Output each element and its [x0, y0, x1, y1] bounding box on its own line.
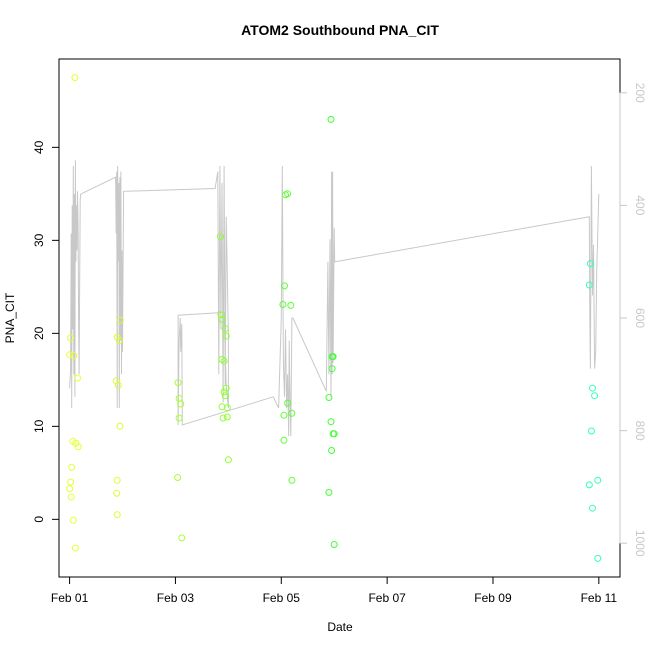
data-point-32 — [221, 325, 229, 333]
data-point-65 — [586, 260, 594, 268]
data-point-46 — [281, 282, 288, 290]
data-point-59 — [327, 418, 335, 426]
data-point-54 — [327, 115, 335, 123]
points-layer — [66, 74, 602, 562]
chart-title: ATOM2 Southbound PNA_CIT — [241, 22, 439, 38]
data-point-43 — [224, 456, 232, 464]
data-point-3 — [70, 352, 78, 360]
data-point-47 — [279, 301, 287, 308]
right-tick-label-2: 600 — [633, 308, 647, 328]
data-point-28 — [178, 534, 186, 542]
data-point-7 — [74, 443, 82, 451]
data-point-11 — [67, 493, 75, 501]
data-point-68 — [591, 392, 599, 400]
line-layer — [69, 160, 600, 437]
data-point-66 — [585, 281, 593, 289]
x-tick-label-3: Feb 07 — [368, 591, 406, 605]
right-tick-label-0: 200 — [633, 83, 647, 103]
data-point-30 — [217, 311, 225, 319]
data-point-42 — [223, 413, 231, 421]
data-point-14 — [116, 316, 124, 324]
data-point-40 — [223, 404, 231, 412]
data-point-12 — [69, 516, 77, 524]
right-tick-label-4: 1000 — [633, 530, 647, 557]
y-tick-label-0: 0 — [32, 516, 46, 523]
data-point-61 — [330, 430, 338, 438]
data-point-70 — [585, 481, 593, 489]
x-tick-label-2: Feb 05 — [263, 591, 301, 605]
data-point-16 — [115, 337, 123, 345]
data-point-39 — [218, 403, 226, 411]
data-point-33 — [222, 332, 230, 340]
data-point-24 — [175, 394, 183, 402]
data-point-57 — [328, 365, 336, 373]
data-point-73 — [594, 554, 602, 562]
data-point-63 — [325, 488, 333, 496]
data-point-29 — [216, 233, 224, 241]
data-point-23 — [174, 379, 182, 387]
data-point-18 — [114, 381, 122, 389]
data-point-64 — [330, 541, 338, 548]
x-tick-label-1: Feb 03 — [157, 591, 195, 605]
data-point-38 — [221, 392, 229, 400]
altitude-line — [69, 160, 600, 437]
y-tick-label-1: 10 — [32, 419, 46, 433]
data-point-72 — [589, 504, 596, 512]
data-point-1 — [67, 334, 75, 342]
data-point-20 — [113, 476, 121, 484]
data-point-51 — [280, 411, 288, 419]
right-axis: 200 400 600 800 1000 — [619, 83, 647, 557]
data-point-9 — [67, 478, 75, 486]
data-point-0 — [71, 74, 79, 82]
x-axis-label: Date — [327, 620, 353, 634]
x-tick-label-0: Feb 01 — [51, 591, 89, 605]
data-point-22 — [113, 511, 121, 519]
data-point-48 — [287, 301, 295, 309]
data-point-26 — [175, 414, 183, 422]
data-point-37 — [220, 388, 228, 396]
right-tick-label-3: 800 — [633, 421, 647, 441]
data-point-13 — [71, 544, 79, 552]
data-point-34 — [218, 355, 226, 363]
x-tick-label-5: Feb 11 — [581, 591, 618, 605]
data-point-71 — [594, 476, 602, 484]
y-axis-label: PNA_CIT — [3, 292, 17, 343]
data-point-58 — [325, 394, 333, 401]
y-tick-label-4: 40 — [32, 140, 46, 154]
data-point-53 — [288, 476, 296, 484]
data-point-41 — [219, 414, 227, 422]
data-point-69 — [587, 427, 595, 435]
data-point-25 — [177, 400, 185, 408]
y-tick-label-3: 30 — [32, 233, 46, 247]
x-tick-label-4: Feb 09 — [474, 591, 512, 605]
y-tick-label-2: 20 — [32, 326, 46, 340]
data-point-31 — [218, 315, 226, 323]
data-point-15 — [113, 333, 121, 341]
data-point-50 — [288, 409, 296, 417]
y-axis: 0 10 20 30 40 — [32, 140, 60, 523]
data-point-36 — [222, 384, 230, 392]
plot-frame — [58, 58, 621, 578]
data-point-49 — [284, 399, 292, 407]
data-point-45 — [284, 190, 292, 198]
data-point-35 — [220, 357, 228, 365]
data-point-10 — [66, 485, 74, 493]
data-point-21 — [113, 489, 121, 497]
data-point-8 — [68, 463, 76, 471]
data-point-2 — [66, 351, 74, 359]
data-point-19 — [116, 422, 124, 430]
data-point-52 — [280, 436, 288, 444]
data-point-62 — [328, 447, 336, 454]
data-point-27 — [174, 474, 182, 481]
data-point-67 — [589, 384, 596, 392]
right-tick-label-1: 400 — [633, 195, 647, 215]
x-axis: Feb 01 Feb 03 Feb 05 Feb 07 Feb 09 Feb 11 — [51, 576, 618, 605]
data-point-4 — [74, 374, 81, 382]
data-point-6 — [72, 439, 80, 447]
data-point-56 — [329, 353, 337, 361]
